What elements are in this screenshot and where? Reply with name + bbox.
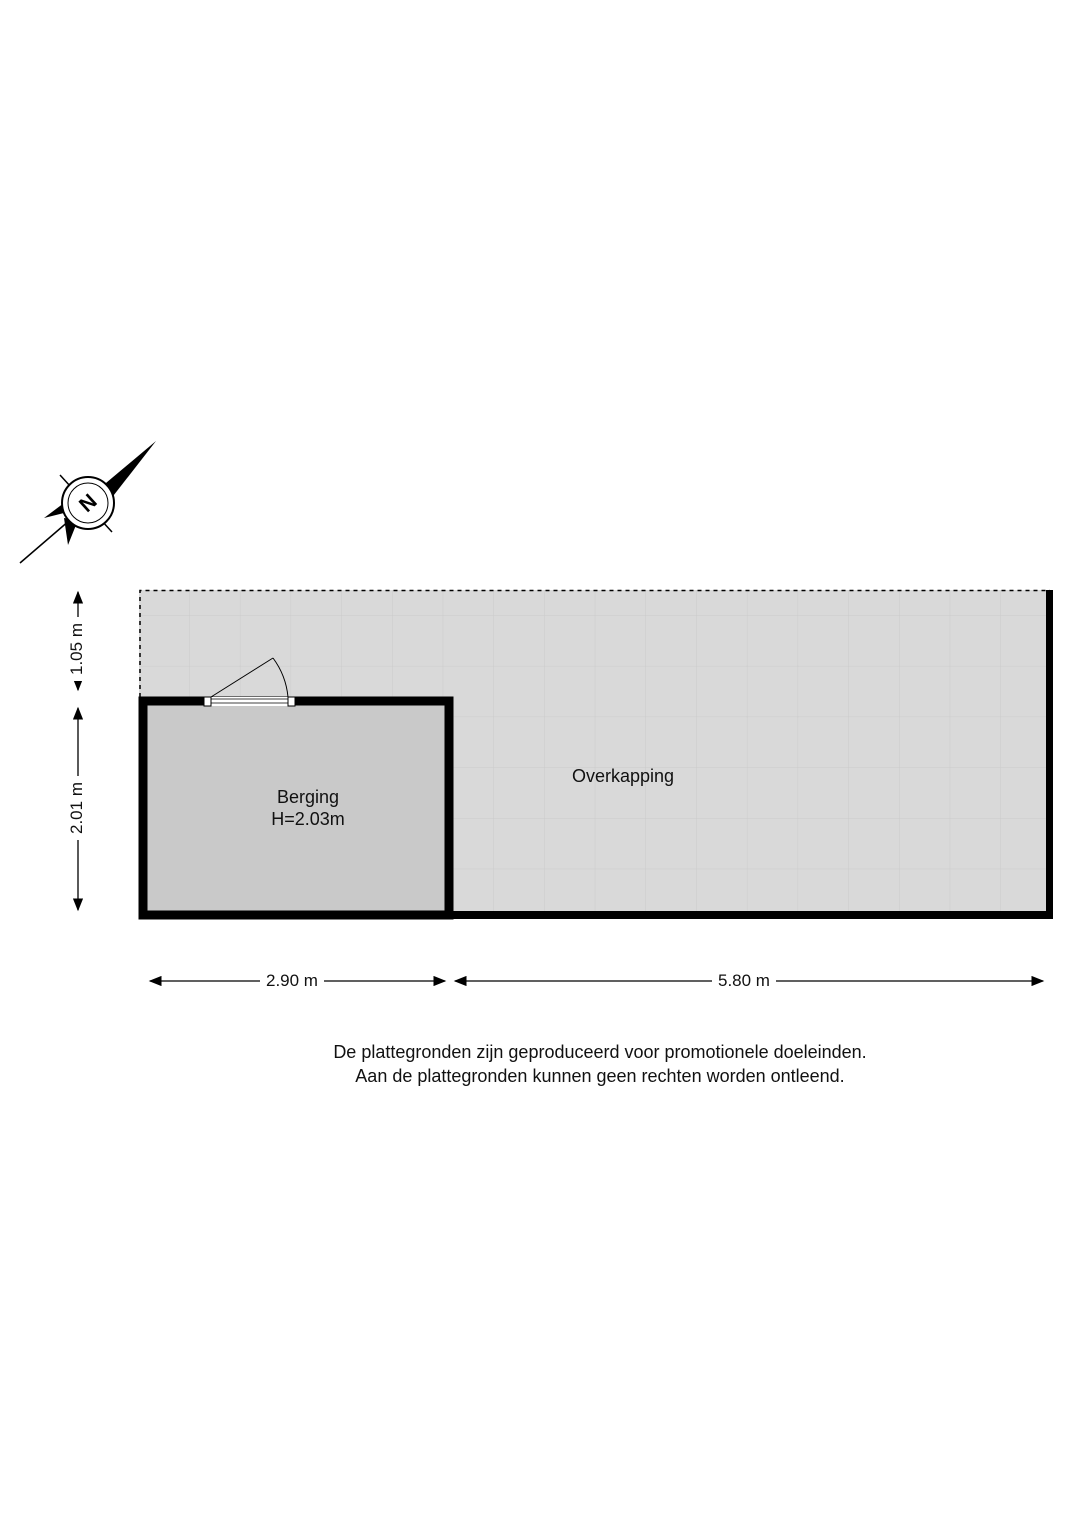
right-wall [1046,590,1053,919]
door[interactable] [203,657,296,707]
berging-room [138,696,454,920]
disclaimer-line-2: Aan de plattegronden kunnen geen rechten… [355,1066,845,1086]
dashed-boundary [139,589,1050,697]
compass-icon: N [19,441,156,564]
room-label-overkapping: Overkapping [572,766,675,786]
room-label-berging: Berging H=2.03m [238,786,378,830]
dim-label-horizontal-left: 2.90 m [260,971,324,991]
room-name-berging: Berging [276,787,340,807]
dim-label-vertical-top: 1.05 m [66,617,87,681]
disclaimer-line-1: De plattegronden zijn geproduceerd voor … [333,1042,867,1062]
dim-label-horizontal-right: 5.80 m [712,971,776,991]
bottom-wall [139,911,1053,919]
dim-label-vertical-bottom: 2.01 m [66,776,87,840]
disclaimer: De plattegronden zijn geproduceerd voor … [0,1040,1080,1088]
room-height-berging: H=2.03m [271,809,345,829]
